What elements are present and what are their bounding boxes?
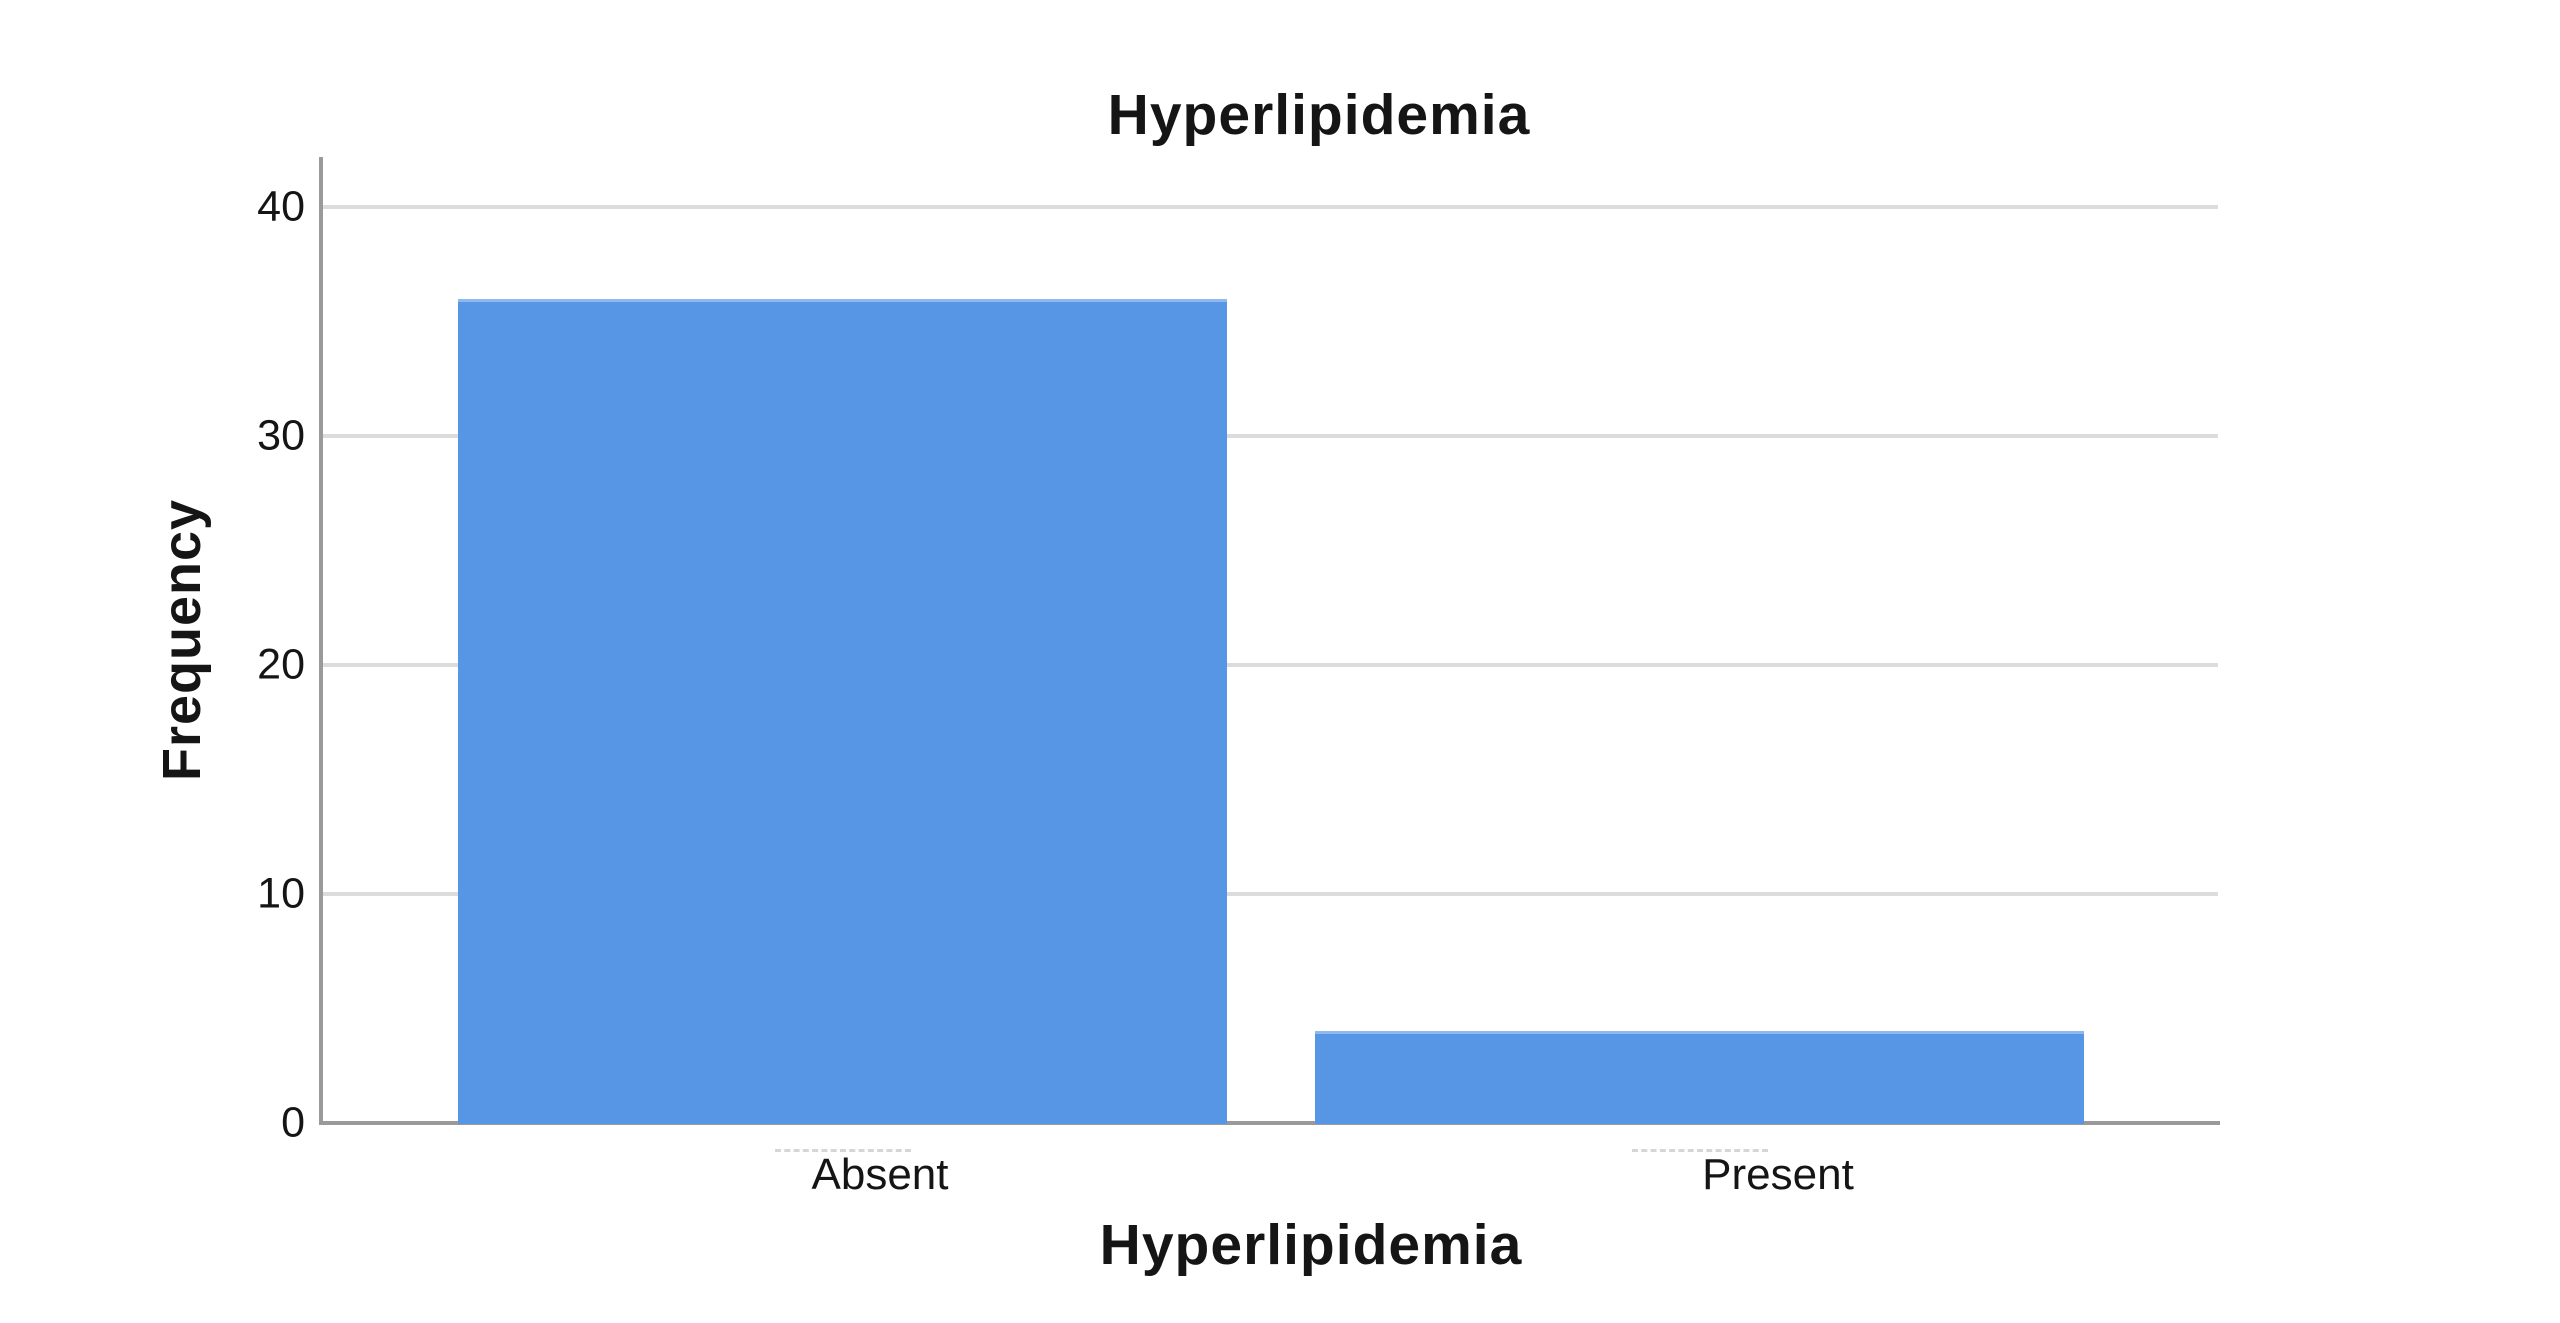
y-tick-label-20: 20 bbox=[257, 640, 305, 689]
faint-dash-artifact-absent bbox=[774, 1149, 911, 1152]
category-label-absent: Absent bbox=[811, 1150, 949, 1199]
y-tick-label-30: 30 bbox=[257, 411, 305, 460]
gridline-40 bbox=[323, 205, 2218, 209]
y-tick-label-40: 40 bbox=[257, 182, 305, 231]
y-tick-label-10: 10 bbox=[257, 869, 305, 918]
gridline-10 bbox=[323, 892, 2218, 896]
gridline-30 bbox=[323, 434, 2218, 438]
y-tick-label-0: 0 bbox=[281, 1098, 305, 1147]
category-label-present: Present bbox=[1702, 1150, 1854, 1199]
chart-title: Hyperlipidemia bbox=[1107, 83, 1531, 147]
x-axis-title: Hyperlipidemia bbox=[1099, 1213, 1523, 1277]
faint-dash-artifact-present bbox=[1631, 1149, 1768, 1152]
y-axis-title: Frequency bbox=[152, 498, 212, 782]
x-axis-line bbox=[319, 1121, 2220, 1125]
y-axis-line bbox=[319, 157, 323, 1125]
bar-present bbox=[1315, 1031, 2084, 1124]
gridline-20 bbox=[323, 663, 2218, 667]
bar-absent bbox=[458, 298, 1227, 1124]
